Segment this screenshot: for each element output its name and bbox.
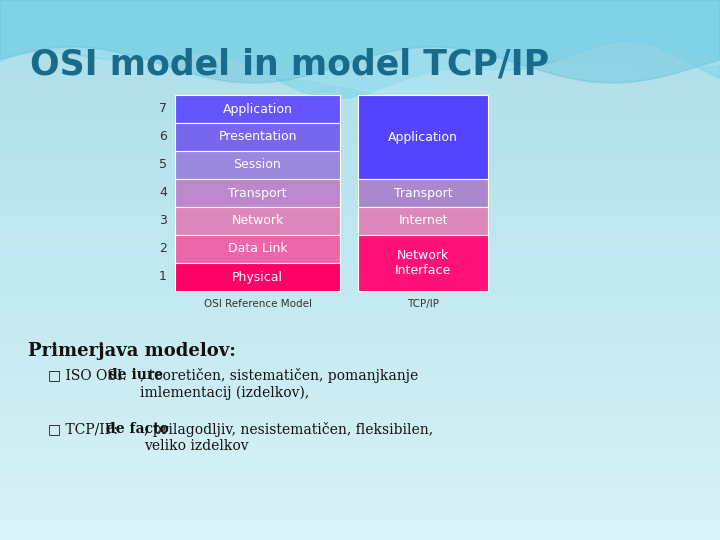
Text: OSI Reference Model: OSI Reference Model — [204, 299, 312, 309]
Text: OSI model in model TCP/IP: OSI model in model TCP/IP — [30, 48, 549, 82]
Bar — [175, 207, 340, 235]
Bar — [358, 95, 488, 179]
Text: 3: 3 — [159, 214, 167, 227]
Text: Primerjava modelov:: Primerjava modelov: — [28, 342, 236, 360]
Text: , prilagodljiv, nesistematičen, fleksibilen,
veliko izdelkov: , prilagodljiv, nesistematičen, fleksibi… — [144, 422, 433, 453]
Bar — [175, 123, 340, 151]
Text: 4: 4 — [159, 186, 167, 199]
Text: 1: 1 — [159, 271, 167, 284]
Bar — [358, 235, 488, 291]
Text: de facto: de facto — [106, 422, 168, 436]
Bar — [175, 263, 340, 291]
Text: Presentation: Presentation — [218, 131, 297, 144]
Text: Network
Interface: Network Interface — [395, 249, 451, 277]
Text: Application: Application — [388, 131, 458, 144]
Text: Application: Application — [222, 103, 292, 116]
Text: TCP/IP: TCP/IP — [407, 299, 439, 309]
Text: Physical: Physical — [232, 271, 283, 284]
Text: □ ISO OSI:: □ ISO OSI: — [48, 368, 131, 382]
Text: Transport: Transport — [394, 186, 452, 199]
Text: Session: Session — [233, 159, 282, 172]
Text: 2: 2 — [159, 242, 167, 255]
Text: Network: Network — [231, 214, 284, 227]
Text: Transport: Transport — [228, 186, 287, 199]
Bar — [175, 179, 340, 207]
Text: □ TCP/IP:: □ TCP/IP: — [48, 422, 122, 436]
Bar — [175, 235, 340, 263]
Bar — [175, 95, 340, 123]
Text: Internet: Internet — [398, 214, 448, 227]
Bar — [175, 151, 340, 179]
Text: 6: 6 — [159, 131, 167, 144]
Text: 7: 7 — [159, 103, 167, 116]
Text: , teoretičen, sistematičen, pomanjkanje
imlementacij (izdelkov),: , teoretičen, sistematičen, pomanjkanje … — [140, 368, 418, 400]
Text: de iure: de iure — [108, 368, 163, 382]
Bar — [358, 207, 488, 235]
Text: 5: 5 — [159, 159, 167, 172]
Bar — [358, 179, 488, 207]
Text: Data Link: Data Link — [228, 242, 287, 255]
